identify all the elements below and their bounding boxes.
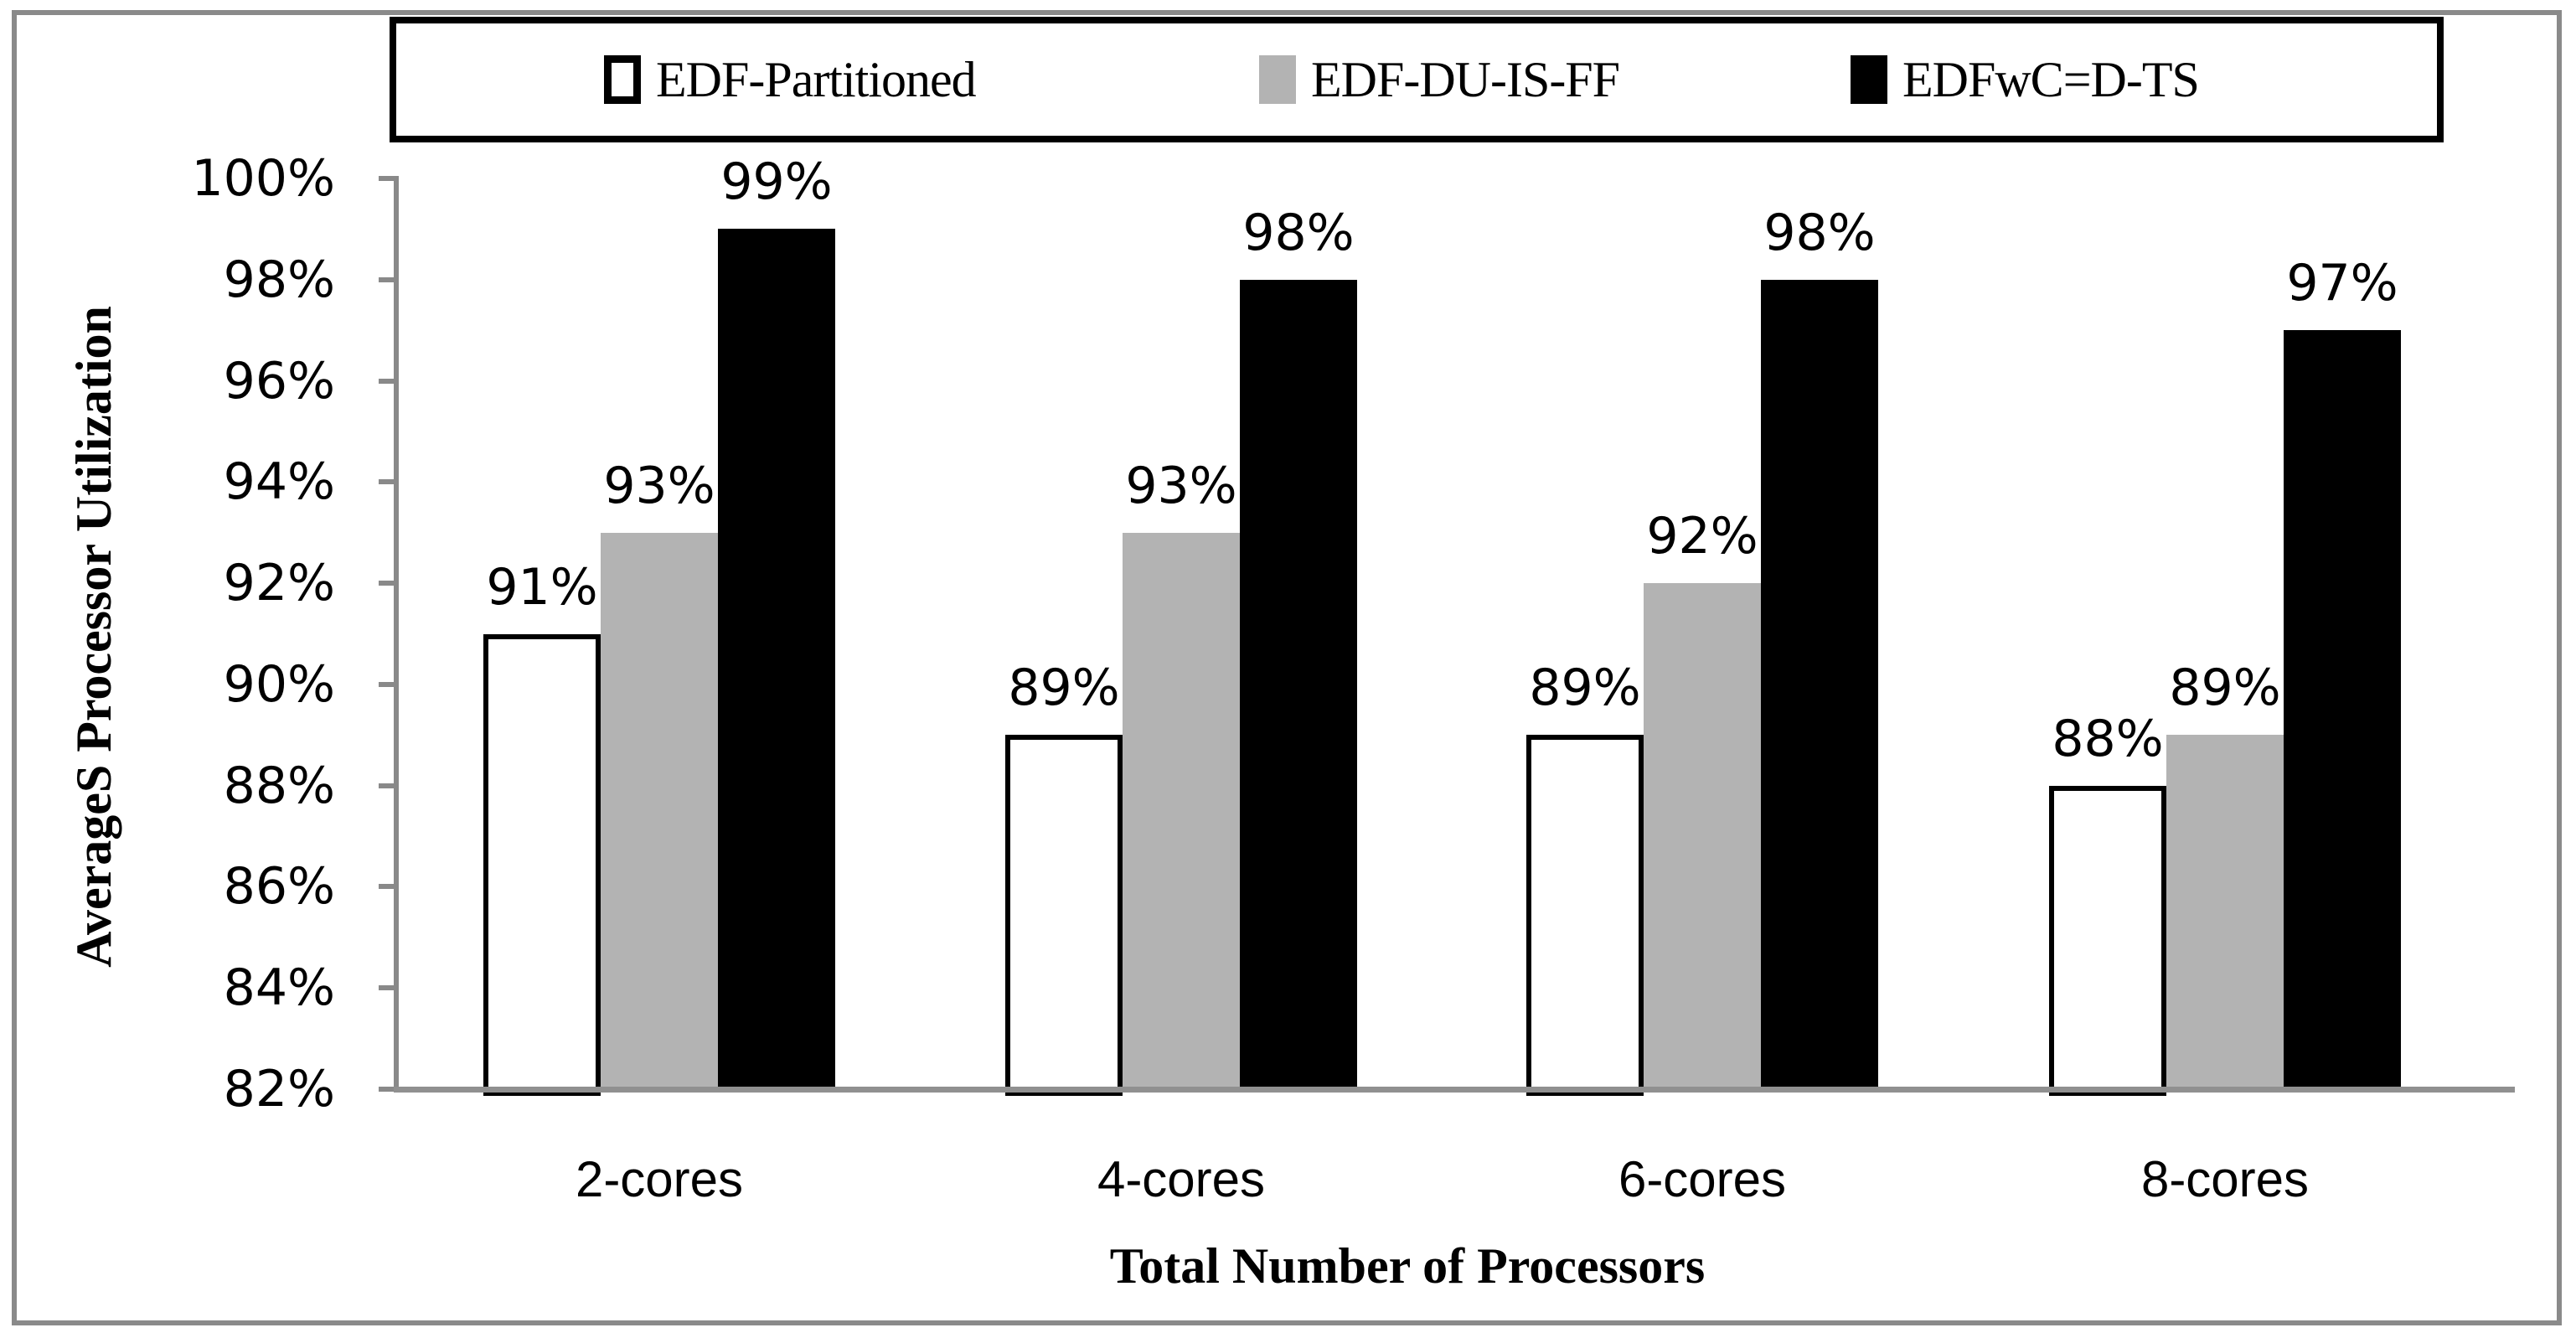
bar-value-label: 89% <box>1008 659 1120 718</box>
bar-edf-partitioned-6-cores <box>1526 735 1644 1096</box>
bar-edf-du-is-ff-2-cores <box>601 532 718 1089</box>
bar-value-label: 97% <box>2286 254 2398 313</box>
bar-value-label: 93% <box>603 456 715 515</box>
y-axis-line <box>394 176 399 1093</box>
legend-label: EDF-Partitioned <box>656 52 977 107</box>
y-axis-tick-label: 90% <box>223 654 335 714</box>
x-axis-title: Total Number of Processors <box>1109 1238 1706 1294</box>
legend: EDF-Partitioned EDF-DU-IS-FF EDFwC=D-TS <box>390 17 2444 142</box>
bar-edf-du-is-ff-4-cores <box>1123 532 1240 1089</box>
legend-item: EDFwC=D-TS <box>1851 52 2200 107</box>
bar-edfwc=d-ts-8-cores <box>2284 330 2401 1089</box>
bar-value-label: 98% <box>1242 203 1355 262</box>
legend-item: EDF-Partitioned <box>604 52 977 107</box>
bar-value-label: 92% <box>1646 507 1758 566</box>
legend-label: EDFwC=D-TS <box>1902 52 2200 107</box>
y-axis-tick-mark <box>379 783 397 788</box>
bar-value-label: 91% <box>486 557 598 617</box>
y-axis-tick-label: 86% <box>223 857 335 917</box>
legend-swatch-black <box>1851 55 1887 104</box>
y-axis-tick-mark <box>379 985 397 991</box>
bar-edf-partitioned-2-cores <box>483 633 601 1096</box>
bar-edf-partitioned-8-cores <box>2049 785 2166 1096</box>
legend-swatch-gray <box>1259 55 1296 104</box>
bar-value-label: 98% <box>1763 203 1876 262</box>
x-axis-category-label: 4-cores <box>1097 1151 1266 1207</box>
legend-swatch-white <box>604 55 641 104</box>
y-axis-tick-mark <box>379 479 397 485</box>
bar-edfwc=d-ts-2-cores <box>718 229 835 1089</box>
legend-label: EDF-DU-IS-FF <box>1311 52 1620 107</box>
bar-value-label: 99% <box>720 152 833 212</box>
y-axis-tick-mark <box>379 681 397 687</box>
y-axis-tick-mark <box>379 581 397 586</box>
y-axis-tick-label: 82% <box>223 1060 335 1118</box>
y-axis-tick-label: 92% <box>223 554 335 613</box>
bar-edfwc=d-ts-4-cores <box>1240 279 1357 1089</box>
y-axis-tick-label: 96% <box>223 351 335 411</box>
y-axis-tick-mark <box>379 378 397 384</box>
y-axis-tick-label: 98% <box>223 250 335 309</box>
y-axis-title: AverageS Processor Utilization <box>66 306 121 968</box>
bar-edfwc=d-ts-6-cores <box>1761 279 1878 1089</box>
y-axis-tick-mark <box>379 884 397 890</box>
y-axis-tick-label: 88% <box>223 756 335 815</box>
y-axis-tick-mark <box>379 276 397 282</box>
bar-edf-partitioned-4-cores <box>1005 735 1123 1096</box>
bar-value-label: 93% <box>1125 456 1237 515</box>
y-axis-tick-mark <box>379 1087 397 1092</box>
bar-edf-du-is-ff-8-cores <box>2166 735 2284 1089</box>
legend-item: EDF-DU-IS-FF <box>1259 52 1620 107</box>
y-axis-tick-mark <box>379 176 397 181</box>
chart-outer-border <box>12 10 2562 1325</box>
x-axis-category-label: 6-cores <box>1618 1151 1787 1207</box>
bar-value-label: 88% <box>2052 709 2164 768</box>
y-axis-tick-label: 100% <box>191 149 335 208</box>
y-axis-tick-label: 94% <box>223 452 335 512</box>
bar-value-label: 89% <box>1529 659 1641 718</box>
bar-value-label: 89% <box>2169 659 2281 718</box>
x-axis-category-label: 2-cores <box>575 1151 744 1207</box>
x-axis-category-label: 8-cores <box>2140 1151 2310 1207</box>
y-axis-tick-label: 84% <box>223 958 335 1018</box>
x-axis-line <box>394 1087 2515 1093</box>
bar-edf-du-is-ff-6-cores <box>1644 583 1761 1089</box>
